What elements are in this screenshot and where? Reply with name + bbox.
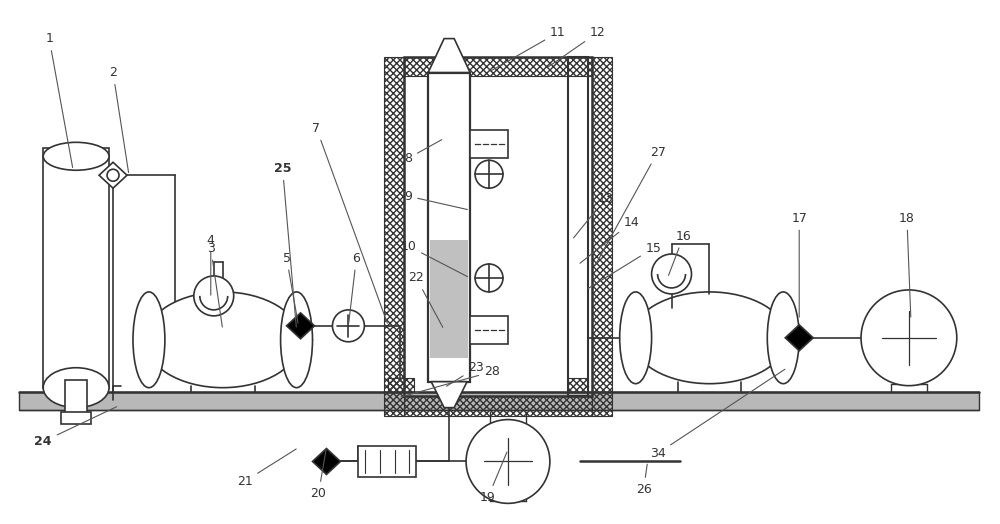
Bar xyxy=(428,72,470,381)
Text: 14: 14 xyxy=(580,215,640,263)
Circle shape xyxy=(652,254,691,294)
Text: 16: 16 xyxy=(669,230,691,275)
Circle shape xyxy=(194,276,234,316)
Text: 25: 25 xyxy=(274,162,296,327)
Bar xyxy=(19,391,979,410)
Ellipse shape xyxy=(133,292,165,388)
Bar xyxy=(404,396,592,416)
Text: 21: 21 xyxy=(237,449,296,488)
Text: 20: 20 xyxy=(311,450,326,500)
Circle shape xyxy=(475,264,503,292)
Polygon shape xyxy=(99,162,127,188)
Bar xyxy=(61,412,91,423)
Text: 18: 18 xyxy=(899,212,915,317)
Bar xyxy=(470,316,508,344)
Ellipse shape xyxy=(620,292,652,384)
Text: 2: 2 xyxy=(109,66,129,172)
Text: 8: 8 xyxy=(404,140,442,165)
Text: 11: 11 xyxy=(490,26,566,71)
Text: 1: 1 xyxy=(45,32,73,168)
Text: 34: 34 xyxy=(650,369,785,460)
Bar xyxy=(568,378,588,391)
Text: 13: 13 xyxy=(574,192,614,238)
Bar xyxy=(65,380,87,413)
Text: 6: 6 xyxy=(349,252,360,323)
Polygon shape xyxy=(287,313,314,339)
Text: 7: 7 xyxy=(312,122,387,323)
Polygon shape xyxy=(785,325,813,351)
Text: 5: 5 xyxy=(283,252,298,323)
Text: 22: 22 xyxy=(408,271,443,328)
Text: 19: 19 xyxy=(480,452,507,504)
Circle shape xyxy=(475,160,503,188)
Text: 17: 17 xyxy=(791,212,807,317)
Bar xyxy=(592,57,612,416)
Text: 3: 3 xyxy=(207,242,222,327)
Ellipse shape xyxy=(145,292,301,388)
Text: 4: 4 xyxy=(207,234,215,295)
Circle shape xyxy=(861,290,957,386)
Ellipse shape xyxy=(632,292,787,384)
Text: 27: 27 xyxy=(595,146,666,266)
Polygon shape xyxy=(428,39,470,72)
Ellipse shape xyxy=(767,292,799,384)
Ellipse shape xyxy=(43,143,109,170)
Bar xyxy=(404,57,592,396)
Circle shape xyxy=(107,169,119,181)
Bar xyxy=(404,57,592,77)
Polygon shape xyxy=(431,381,467,408)
Text: 10: 10 xyxy=(400,239,468,277)
Polygon shape xyxy=(312,449,340,474)
Text: 12: 12 xyxy=(548,26,606,67)
Text: 26: 26 xyxy=(636,464,651,496)
Text: 24: 24 xyxy=(34,407,117,448)
Text: 15: 15 xyxy=(588,242,662,289)
Circle shape xyxy=(466,420,550,504)
Text: 23: 23 xyxy=(447,361,484,386)
Bar xyxy=(358,445,416,477)
Ellipse shape xyxy=(281,292,312,388)
Text: 9: 9 xyxy=(404,190,467,210)
Ellipse shape xyxy=(43,368,109,408)
Bar xyxy=(43,148,109,388)
Circle shape xyxy=(332,310,364,342)
Bar xyxy=(388,378,414,391)
Bar xyxy=(430,240,468,358)
Bar xyxy=(384,57,404,416)
Text: 28: 28 xyxy=(401,365,500,397)
Bar xyxy=(470,130,508,158)
